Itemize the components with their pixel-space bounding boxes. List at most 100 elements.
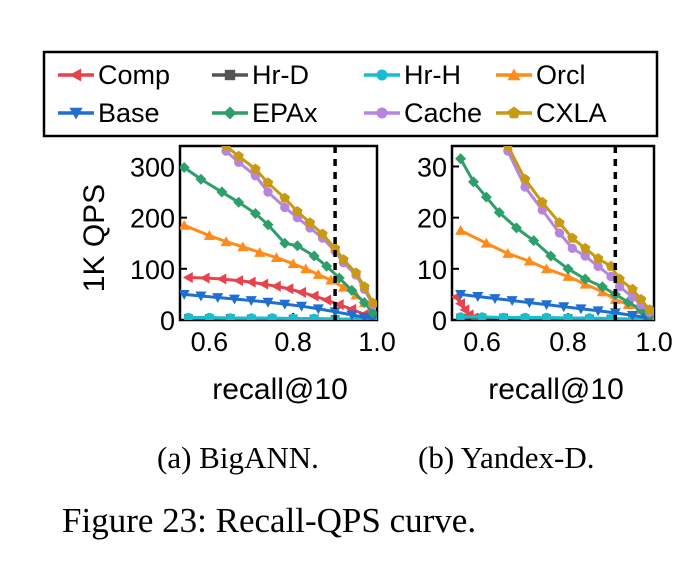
data-point-base-a	[228, 294, 240, 305]
data-point-orcl-a	[312, 268, 324, 279]
data-point-orcl-b	[541, 263, 553, 274]
data-point-cxla-a	[350, 267, 362, 278]
data-point-epax-b	[480, 191, 492, 203]
legend-marker-epax	[223, 106, 237, 120]
data-point-epax-a	[279, 237, 291, 249]
data-point-comp-a	[182, 272, 193, 284]
data-point-hr-h-b	[606, 313, 616, 320]
legend-label-base: Base	[98, 98, 160, 128]
data-point-cxla-a	[250, 163, 261, 174]
data-point-hr-h-a	[204, 312, 215, 320]
data-point-cache-b	[593, 261, 603, 271]
series-line-epax-b	[459, 158, 651, 317]
data-point-base-a	[346, 310, 358, 320]
x-axis-label-a: recall@10	[212, 373, 348, 406]
data-point-orcl-b	[523, 255, 535, 266]
legend-label-cache: Cache	[404, 98, 482, 128]
data-point-comp-a	[308, 290, 319, 302]
plot-area-a	[180, 146, 377, 320]
legend-item-hr-h: Hr-H	[364, 60, 461, 90]
series-line-hr-h-b	[460, 315, 650, 320]
data-point-epax-b	[455, 153, 467, 165]
data-point-base-a	[312, 304, 324, 315]
series-epax-b	[455, 153, 654, 320]
data-point-base-b	[523, 298, 535, 309]
data-point-hr-h-a	[288, 313, 298, 320]
y-tick-label-b: 0	[432, 306, 447, 336]
data-point-epax-b	[493, 207, 505, 219]
data-point-orcl-a	[337, 281, 349, 292]
data-point-base-b	[609, 308, 621, 319]
legend-items: Comp Hr-D Hr-H Orcl Base EPAx Cache CXLA	[58, 60, 607, 128]
data-point-orcl-b	[502, 247, 514, 258]
series-cxla-b	[503, 146, 654, 315]
legend-item-cache: Cache	[364, 98, 482, 128]
x-tick-label-b: 0.8	[549, 327, 587, 357]
data-point-orcl-a	[270, 252, 282, 262]
x-tick-label-a: 0.6	[191, 327, 229, 357]
data-point-cxla-b	[554, 217, 565, 228]
data-point-base-a	[329, 307, 341, 318]
data-point-hr-h-b	[541, 312, 552, 320]
data-point-orcl-a	[237, 241, 249, 252]
data-point-epax-a	[321, 260, 333, 272]
data-point-hr-h-a	[246, 313, 256, 320]
data-point-cxla-b	[635, 294, 647, 304]
data-point-cxla-b	[537, 196, 548, 207]
legend-marker-cache	[376, 107, 388, 119]
data-point-cache-b	[606, 271, 616, 282]
series-base-b	[455, 290, 654, 320]
data-point-epax-a	[180, 161, 190, 173]
data-point-epax-b	[510, 222, 522, 234]
y-tick-label-b: 30	[417, 152, 447, 182]
data-point-base-b	[472, 292, 484, 302]
legend-label-hr-h: Hr-H	[404, 60, 461, 90]
data-point-base-a	[279, 299, 291, 310]
data-point-orcl-b	[455, 224, 467, 235]
data-point-comp-a	[296, 286, 306, 298]
data-point-base-b	[506, 296, 518, 307]
data-point-comp-a	[216, 273, 227, 285]
legend-label-orcl: Orcl	[536, 60, 586, 90]
legend-marker-comp	[69, 68, 82, 82]
data-point-base-a	[195, 291, 207, 302]
data-point-epax-b	[528, 235, 540, 247]
data-point-cache-b	[614, 282, 625, 292]
legend-label-epax: EPAx	[252, 98, 318, 128]
legend-frame	[42, 50, 659, 138]
legend-marker-base	[69, 107, 83, 120]
data-point-orcl-a	[254, 246, 266, 257]
data-point-epax-b	[545, 250, 557, 262]
x-tick-label-a: 1.0	[358, 327, 396, 357]
figure-caption: Figure 23: Recall-QPS curve.	[62, 501, 476, 540]
legend-marker-orcl	[507, 68, 521, 81]
data-point-orcl-a	[220, 236, 232, 247]
subcaption-a: (a) BigANN.	[157, 440, 319, 475]
y-tick-label-a: 300	[130, 152, 175, 182]
data-point-epax-a	[262, 219, 274, 231]
data-point-comp-b	[455, 298, 465, 310]
data-point-hr-h-a	[225, 313, 235, 320]
data-point-epax-a	[367, 307, 377, 319]
data-point-epax-b	[467, 176, 479, 188]
data-point-base-a	[180, 290, 190, 300]
data-point-cxla-b	[644, 304, 654, 315]
data-point-cxla-a	[367, 297, 377, 308]
legend-item-epax: EPAx	[212, 98, 318, 128]
legend-marker-cxla	[507, 106, 521, 119]
series-cache-a	[221, 146, 377, 310]
data-point-comp-a	[270, 280, 281, 292]
data-point-epax-a	[358, 297, 370, 309]
data-point-epax-a	[308, 250, 320, 262]
data-point-cxla-b	[580, 242, 591, 253]
legend: Comp Hr-D Hr-H Orcl Base EPAx Cache CXLA	[42, 50, 659, 138]
data-point-comp-b	[459, 304, 470, 316]
data-point-comp-a	[283, 283, 294, 295]
data-point-orcl-a	[180, 219, 190, 230]
data-point-hr-h-b	[520, 312, 530, 320]
y-axis-label-a: 1K QPS	[78, 184, 111, 292]
legend-item-cxla: CXLA	[496, 98, 607, 128]
data-point-orcl-a	[300, 263, 312, 274]
legend-marker-hr-h	[376, 69, 388, 81]
data-point-comp-a	[199, 272, 210, 284]
